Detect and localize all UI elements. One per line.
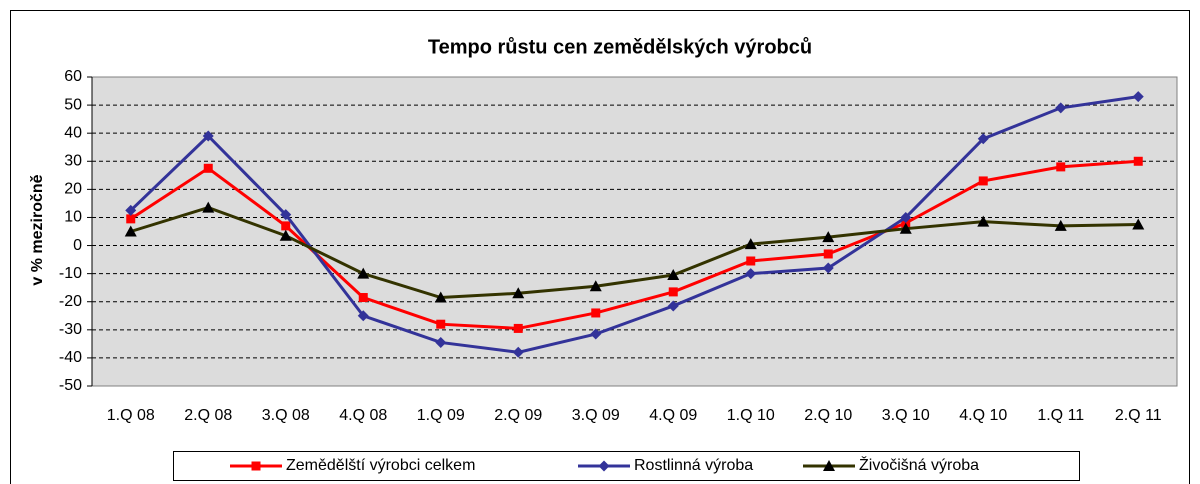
y-tick-label: 0: [73, 237, 82, 254]
point: [434, 291, 447, 303]
point: [279, 229, 292, 241]
point: [822, 231, 835, 243]
x-tick-label: 2.Q 08: [184, 407, 232, 424]
chart-title: Tempo růstu cen zemědělských výrobců: [428, 36, 812, 58]
point: [589, 280, 602, 292]
y-tick-label: -40: [59, 349, 82, 366]
x-tick-label: 2.Q 10: [804, 407, 852, 424]
point: [822, 262, 834, 274]
legend-label: Zemědělští výrobci celkem: [286, 457, 475, 474]
point: [978, 176, 988, 186]
point: [823, 249, 833, 259]
point: [745, 268, 757, 280]
x-tick-label: 1.Q 11: [1037, 407, 1084, 424]
point: [125, 204, 137, 216]
point: [513, 323, 523, 333]
point: [590, 328, 602, 340]
x-tick-label: 1.Q 09: [417, 407, 465, 424]
point: [746, 256, 756, 266]
point: [977, 215, 990, 227]
x-tick-label: 3.Q 08: [262, 407, 310, 424]
y-tick-label: -20: [59, 293, 82, 310]
series-line: [130, 206, 1139, 300]
x-tick-label: 3.Q 10: [882, 407, 930, 424]
point: [1055, 102, 1067, 114]
point: [358, 293, 368, 303]
point: [280, 209, 292, 221]
legend-marker: [598, 460, 610, 472]
y-tick-label: 50: [64, 96, 82, 113]
legend-label: Rostlinná výroba: [634, 457, 753, 474]
series-line: [129, 159, 1139, 330]
x-tick-label: 3.Q 09: [572, 407, 620, 424]
point: [977, 133, 989, 145]
point: [124, 225, 137, 237]
point: [744, 238, 757, 250]
legend-label: Živočišná výroba: [859, 455, 979, 474]
x-tick-label: 4.Q 09: [649, 407, 697, 424]
point: [1132, 218, 1145, 230]
point: [1054, 219, 1067, 231]
point: [512, 287, 525, 299]
point: [512, 346, 524, 358]
point: [357, 267, 370, 279]
legend-marker: [823, 460, 835, 471]
x-tick-label: 4.Q 10: [959, 407, 1007, 424]
point: [667, 269, 680, 281]
point: [281, 221, 291, 231]
point: [203, 163, 213, 173]
point: [202, 201, 215, 213]
point: [202, 130, 214, 142]
x-tick-label: 1.Q 08: [107, 407, 155, 424]
y-tick-label: 20: [64, 181, 82, 198]
x-tick-label: 4.Q 08: [339, 407, 387, 424]
point: [900, 211, 912, 223]
y-tick-label: 40: [64, 124, 82, 141]
y-tick-label: 10: [64, 209, 82, 226]
point: [1133, 156, 1143, 166]
y-axis-label: v % meziročně: [29, 174, 46, 285]
point: [1132, 91, 1144, 103]
point: [435, 336, 447, 348]
point: [1056, 162, 1066, 172]
y-tick-label: -50: [59, 377, 82, 394]
y-tick-label: -30: [59, 321, 82, 338]
point: [591, 308, 601, 318]
point: [126, 214, 136, 224]
x-tick-label: 2.Q 11: [1115, 407, 1162, 424]
point: [668, 287, 678, 297]
point: [899, 222, 912, 234]
series-line: [129, 95, 1139, 354]
point: [667, 300, 679, 312]
legend-marker: [251, 461, 261, 471]
y-tick-label: -10: [59, 265, 82, 282]
x-tick-label: 2.Q 09: [494, 407, 542, 424]
y-tick-label: 30: [64, 152, 82, 169]
plot-area: [91, 76, 1178, 387]
x-tick-label: 1.Q 10: [727, 407, 775, 424]
point: [436, 319, 446, 329]
y-tick-label: 60: [64, 68, 82, 85]
point: [357, 310, 369, 322]
